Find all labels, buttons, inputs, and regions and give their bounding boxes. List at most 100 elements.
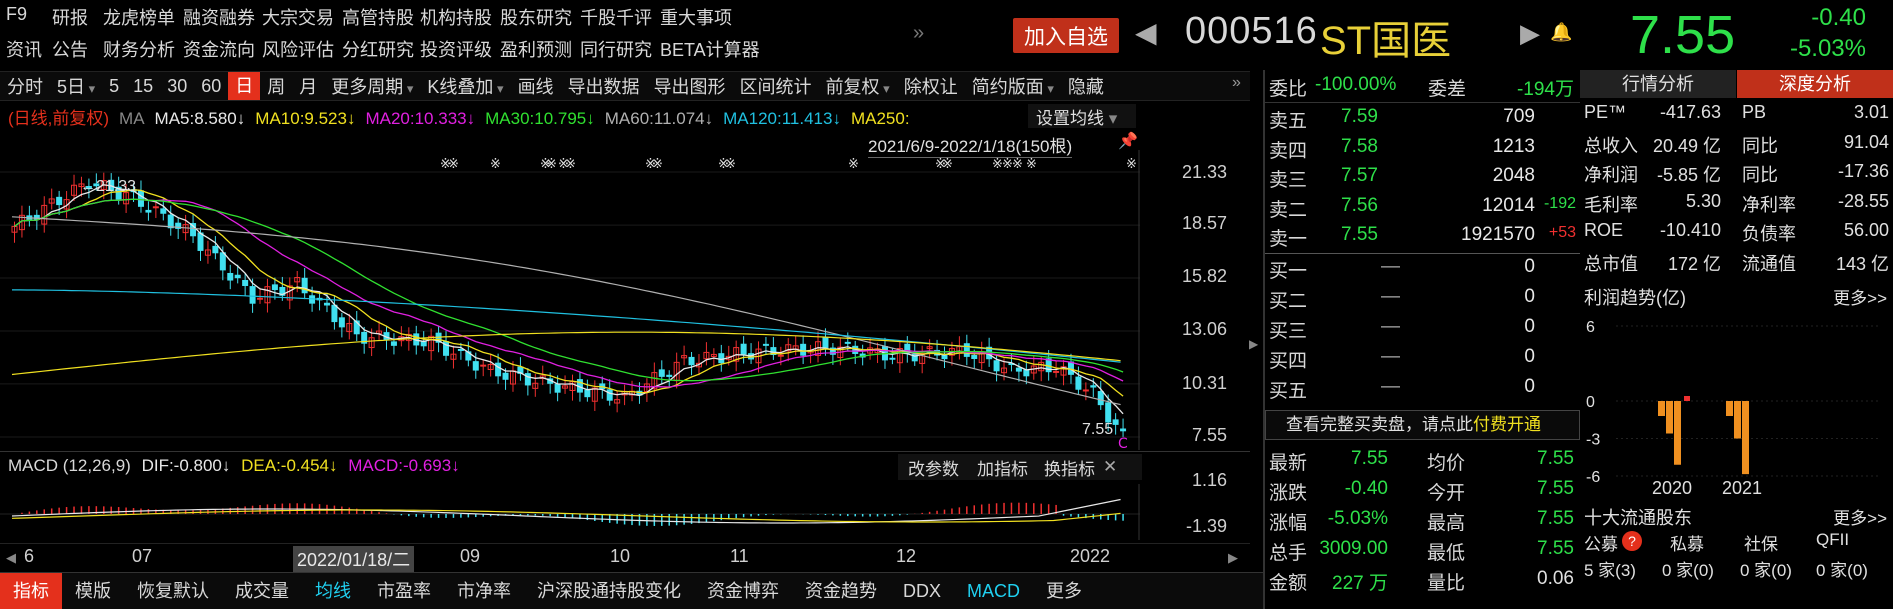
candle-body [554, 383, 561, 393]
candle-body [1090, 385, 1097, 388]
nav-item[interactable]: 机构持股 [420, 8, 492, 28]
change-params-button[interactable]: 改参数 [908, 459, 959, 479]
nav-item[interactable]: 股东研究 [500, 8, 572, 28]
profit-trend-chart: 6 0 -3 -6 2020 2021 [1586, 319, 1880, 498]
candle-body [294, 277, 301, 283]
set-ma-dropdown[interactable]: 设置均线 ▾ [1028, 104, 1136, 128]
toolbar-item[interactable]: 30 [167, 75, 188, 96]
nav-item[interactable]: 同行研究 [580, 40, 652, 60]
nav-item[interactable]: 盈利预测 [500, 40, 572, 60]
toolbar-item[interactable]: 更多周期 [324, 73, 420, 99]
add-watchlist-button[interactable]: 加入自选 [1013, 18, 1119, 53]
swap-indicator-button[interactable]: 换指标 [1044, 459, 1095, 479]
close-icon[interactable]: ✕ [1103, 457, 1118, 476]
candle-body [1001, 367, 1008, 374]
profit-axis-label: 6 [1586, 319, 1595, 336]
toolbar-item[interactable]: 画线 [517, 77, 554, 97]
toolbar-item[interactable]: 日 [228, 72, 261, 100]
indicator-tab[interactable]: 资金博弈 [707, 581, 779, 601]
toolbar-item[interactable]: 除权让 [903, 77, 958, 97]
toolbar-item[interactable]: 隐藏 [1067, 77, 1104, 97]
nav-item[interactable]: 风险评估 [262, 40, 334, 60]
nav-item[interactable]: 财务分析 [103, 40, 175, 60]
help-icon[interactable]: ? [1622, 531, 1642, 551]
toolbar-item[interactable]: 区间统计 [739, 77, 812, 97]
indicator-tab[interactable]: 市盈率 [377, 581, 431, 601]
candle-body [658, 369, 665, 377]
indicator-tab[interactable]: DDX [903, 581, 942, 601]
nav-item[interactable]: 融资融券 [183, 8, 255, 28]
toolbar-more-icon[interactable]: » [1232, 74, 1241, 91]
toolbar-item[interactable]: 60 [201, 75, 222, 96]
tab-market-analysis[interactable]: 行情分析 [1580, 70, 1737, 98]
stock-code: 000516 [1185, 10, 1318, 52]
toolbar-item[interactable]: 5 [109, 75, 120, 96]
scroll-right-icon[interactable]: ▶ [1228, 550, 1238, 565]
quote-row: 涨跌 -0.40 今开 7.55 [1269, 478, 1574, 504]
prev-stock-icon[interactable]: ◀ [1135, 17, 1157, 48]
candle-body [33, 214, 40, 220]
bell-icon[interactable]: 🔔 [1550, 22, 1573, 42]
scroll-left-icon[interactable]: ◀ [6, 550, 16, 565]
toolbar-item[interactable]: 导出图形 [653, 77, 726, 97]
upgrade-notice[interactable]: 查看完整买卖盘，请点此付费开通 [1265, 410, 1580, 440]
toolbar-item[interactable]: 周 [267, 77, 286, 97]
dea-line [11, 509, 1121, 523]
nav-item[interactable]: F9 [6, 4, 28, 24]
nav-item[interactable]: 投资评级 [420, 40, 492, 60]
toolbar-item[interactable]: 分时 [7, 77, 43, 97]
more-arrows[interactable]: » [913, 22, 925, 44]
indicator-tab[interactable]: 恢复默认 [137, 581, 209, 601]
pay-link[interactable]: 付费开通 [1473, 415, 1541, 434]
tab-deep-analysis[interactable]: 深度分析 [1737, 70, 1893, 98]
candle-body [770, 347, 777, 356]
toolbar-item[interactable]: 15 [133, 75, 154, 96]
indicator-tab[interactable]: 资金趋势 [805, 581, 877, 601]
candle-body [428, 335, 435, 352]
weibi-value: -100.00% [1315, 74, 1397, 95]
nav-item[interactable]: 资讯 [6, 40, 42, 60]
indicator-tab[interactable]: 指标 [0, 573, 62, 609]
toolbar-item[interactable]: 5日 [50, 73, 102, 99]
pin-icon[interactable]: 📌 [1118, 133, 1138, 150]
candle-body [926, 346, 933, 350]
nav-item[interactable]: 资金流向 [183, 40, 255, 60]
indicator-tab[interactable]: 沪深股通持股变化 [537, 581, 681, 601]
candle-body [524, 373, 531, 386]
candle-body [368, 337, 375, 349]
toolbar-item[interactable]: 前复权 [819, 73, 897, 99]
expand-right-icon[interactable]: ▶ [1249, 337, 1259, 351]
nav-item[interactable]: 龙虎榜单 [103, 8, 175, 28]
candle-body [896, 348, 903, 364]
toolbar-item[interactable]: 简约版面 [965, 73, 1061, 99]
toolbar-item[interactable]: 月 [299, 77, 318, 97]
profit-more-link[interactable]: 更多>> [1833, 289, 1887, 308]
indicator-tab[interactable]: 更多 [1046, 581, 1083, 601]
add-indicator-button[interactable]: 加指标 [977, 459, 1028, 479]
candle-body [785, 344, 792, 352]
nav-item[interactable]: 大宗交易 [262, 8, 334, 28]
nav-item[interactable]: 千股千评 [580, 8, 652, 28]
macd-chart[interactable] [0, 484, 1140, 540]
holders-more-link[interactable]: 更多>> [1833, 509, 1887, 528]
nav-item[interactable]: 研报 [52, 8, 88, 28]
nav-item[interactable]: 重大事项 [660, 8, 732, 28]
toolbar-item[interactable]: K线叠加 [420, 73, 510, 99]
indicator-tab[interactable]: 模版 [75, 581, 111, 601]
nav-item[interactable]: 公告 [52, 40, 88, 60]
nav-item[interactable]: BETA计算器 [660, 40, 760, 60]
holders-counts: 5 家(3) 0 家(0) 0 家(0) 0 家(0) [1584, 561, 1868, 580]
indicator-tab[interactable]: 市净率 [457, 581, 511, 601]
nav-item[interactable]: 高管持股 [342, 8, 414, 28]
nav-item[interactable]: 分红研究 [342, 40, 414, 60]
candle-body [762, 343, 769, 346]
macd-legend: MACD (12,26,9) DIF:-0.800↓ DEA:-0.454↓ M… [8, 456, 460, 476]
next-stock-icon[interactable]: ▶ [1520, 18, 1540, 48]
candle-body [271, 284, 278, 291]
candle-body [777, 354, 784, 357]
indicator-tab[interactable]: MACD [967, 581, 1021, 601]
indicator-tab[interactable]: 成交量 [235, 581, 289, 601]
candlestick-chart[interactable]: ※※ ※ ※※ ※※ ※※ ※※ ※ ※※ ※ ※ ※ ※ ※C [0, 150, 1140, 450]
toolbar-item[interactable]: 导出数据 [567, 77, 640, 97]
indicator-tab[interactable]: 均线 [315, 581, 351, 601]
